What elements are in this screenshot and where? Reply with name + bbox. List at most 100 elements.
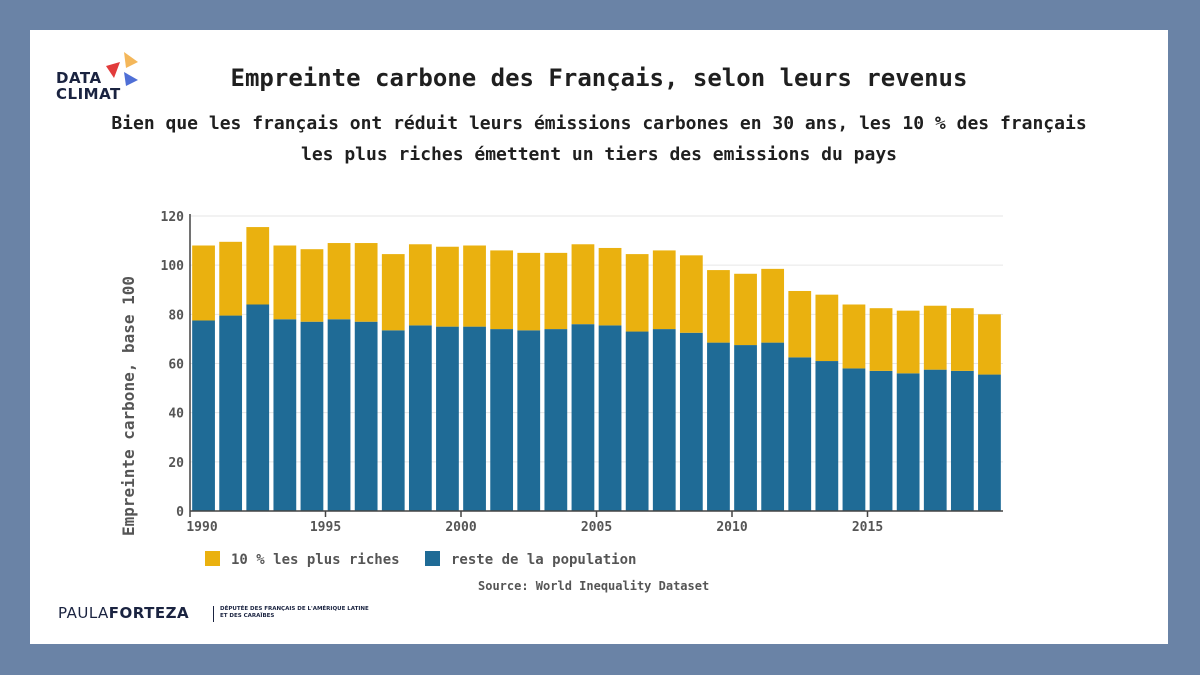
bar-1998-reste	[408, 325, 432, 511]
bar-1999-reste	[436, 326, 459, 511]
x-tick-label-2000: 2000	[445, 520, 476, 535]
bar-2012-riches	[788, 290, 812, 358]
x-tick-label-2010: 2010	[716, 520, 747, 535]
bar-1997-riches	[381, 254, 405, 331]
bar-2007-riches	[652, 250, 676, 330]
bar-2002-reste	[517, 330, 541, 511]
stacked-bar-chart: 0 20 40 60 80 100 120 1990 1995 2000 2005 2010 2015…	[119, 210, 1003, 593]
x-tick-label-2015: 2015	[852, 520, 883, 535]
bar-2011-reste	[761, 342, 785, 511]
page-title: Empreinte carbone des Français, selon le…	[230, 64, 968, 92]
bar-1995-riches	[327, 243, 351, 320]
footer-name-bold: FORTEZA	[108, 604, 190, 622]
bar-1993-reste	[273, 319, 297, 511]
bar-2010-riches	[734, 273, 757, 346]
bar-1994-reste	[300, 321, 324, 511]
bar-1993-riches	[273, 245, 297, 320]
bar-2008-riches	[679, 255, 703, 333]
subtitle-line-1: Bien que les français ont réduit leurs é…	[111, 113, 1087, 134]
bar-2009-riches	[707, 270, 730, 343]
y-tick-label-80: 80	[168, 308, 184, 323]
bar-1990-riches	[192, 245, 215, 321]
legend-label-1: reste de la population	[451, 552, 636, 568]
bar-2014-riches	[842, 304, 866, 369]
bar-1999-riches	[436, 246, 459, 327]
bar-2017-riches	[923, 305, 947, 370]
chart-bars	[192, 227, 1001, 511]
legend-swatch-0	[205, 551, 220, 566]
page-subtitle: Bien que les français ont réduit leurs é…	[30, 108, 1168, 170]
bar-2018-riches	[950, 308, 974, 371]
y-tick-label-120: 120	[161, 210, 185, 225]
y-tick-label-20: 20	[168, 456, 184, 471]
bar-2000-riches	[463, 245, 486, 327]
footer-name: PAULAFORTEZA	[58, 604, 189, 622]
bar-2010-reste	[734, 345, 757, 511]
bar-2002-riches	[517, 252, 541, 331]
bar-2001-riches	[490, 250, 514, 330]
chart-x-tick-labels: 1990 1995 2000 2005 2010 2015	[186, 511, 883, 535]
logo-triangles-icon	[106, 52, 138, 86]
legend-swatch-1	[425, 551, 440, 566]
bar-1995-reste	[327, 319, 351, 511]
bar-1996-reste	[354, 321, 378, 511]
bar-2015-reste	[869, 370, 893, 511]
card: DATA CLIMAT Empreinte carbone des França…	[30, 30, 1168, 644]
bar-1994-riches	[300, 249, 324, 322]
bar-2011-riches	[761, 268, 785, 343]
footer-desc-line-2: ET DES CARAÏBES	[220, 613, 275, 619]
bar-2004-riches	[571, 244, 595, 325]
legend-label-0: 10 % les plus riches	[231, 552, 400, 568]
bar-2004-reste	[571, 324, 595, 511]
bar-1992-riches	[246, 227, 270, 305]
bar-2019-reste	[978, 374, 1001, 511]
bar-2017-reste	[923, 369, 947, 511]
bar-2007-reste	[652, 329, 676, 511]
bar-2012-reste	[788, 357, 812, 511]
footer-name-light: PAULA	[58, 604, 109, 622]
bar-2019-riches	[978, 314, 1001, 375]
y-tick-label-40: 40	[168, 407, 184, 422]
bar-1990-reste	[192, 320, 215, 511]
bar-1991-reste	[219, 315, 243, 511]
chart-legend: 10 % les plus riches reste de la populati…	[205, 551, 636, 568]
bar-2000-reste	[463, 326, 486, 511]
bar-2013-reste	[815, 361, 839, 511]
bar-1991-riches	[219, 241, 243, 316]
bar-2014-reste	[842, 368, 866, 511]
bar-1992-reste	[246, 304, 270, 511]
bar-1996-riches	[354, 243, 378, 322]
bar-1998-riches	[408, 244, 432, 326]
y-axis-label: Empreinte carbone, base 100	[119, 276, 138, 536]
bar-2016-reste	[896, 373, 920, 511]
chart-gridlines	[190, 215, 1003, 512]
footer-description: DÉPUTÉE DES FRANÇAIS DE L'AMÉRIQUE LATIN…	[220, 606, 390, 620]
chart-y-tick-labels: 0 20 40 60 80 100 120	[161, 210, 185, 520]
bar-1997-reste	[381, 330, 405, 511]
y-tick-label-0: 0	[176, 505, 184, 520]
x-tick-label-1995: 1995	[310, 520, 341, 535]
bar-2003-reste	[544, 329, 568, 511]
bar-2005-reste	[598, 325, 622, 511]
bar-2016-riches	[896, 310, 920, 374]
y-tick-label-60: 60	[168, 358, 184, 373]
bar-2003-riches	[544, 252, 568, 330]
x-tick-label-2005: 2005	[581, 520, 612, 535]
bar-2013-riches	[815, 294, 839, 362]
logo-text-line2: CLIMAT	[56, 85, 121, 103]
bar-2005-riches	[598, 247, 622, 326]
bar-2006-riches	[625, 254, 649, 332]
chart-source: Source: World Inequality Dataset	[478, 579, 709, 593]
y-tick-label-100: 100	[161, 259, 185, 274]
bar-2018-reste	[950, 370, 974, 511]
footer-desc-line-1: DÉPUTÉE DES FRANÇAIS DE L'AMÉRIQUE LATIN…	[220, 606, 369, 612]
footer-separator	[213, 606, 214, 622]
logo-text-line1: DATA	[56, 69, 102, 87]
subtitle-line-2: les plus riches émettent un tiers des em…	[300, 144, 898, 165]
bar-2001-reste	[490, 329, 514, 511]
x-tick-label-1990: 1990	[186, 520, 217, 535]
bar-2008-reste	[679, 332, 703, 511]
bar-2006-reste	[625, 331, 649, 511]
data-climat-logo: DATA CLIMAT	[56, 50, 156, 106]
bar-2009-reste	[707, 342, 730, 511]
